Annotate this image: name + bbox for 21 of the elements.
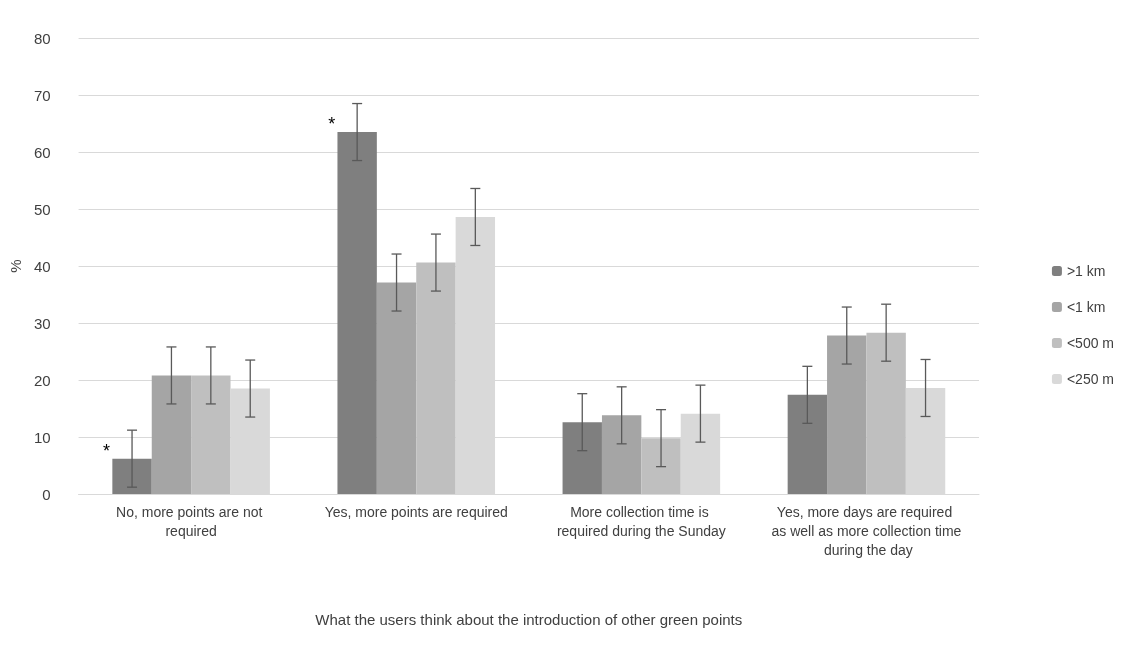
y-tick-label: 20: [33, 371, 51, 389]
legend-label: >1 km: [1066, 263, 1106, 279]
y-tick-label: 40: [33, 257, 51, 275]
legend-label: <250 m: [1066, 371, 1115, 387]
x-tick-label: No, more points are not required: [116, 503, 267, 539]
y-tick-label: 30: [33, 314, 51, 332]
x-tick-label: Yes, more points are required: [324, 503, 508, 520]
y-axis-title: %: [7, 259, 24, 273]
legend-label: <1 km: [1066, 299, 1106, 315]
y-tick-label: 60: [33, 143, 51, 161]
annotation: *: [328, 114, 336, 135]
annotation: *: [103, 440, 111, 461]
y-tick-label: 10: [33, 428, 51, 446]
y-tick-label: 70: [33, 86, 51, 104]
x-axis-title: What the users think about the introduction of other green points: [315, 611, 743, 628]
x-tick-label: Yes, more days are required as well as more collection time during the day: [771, 503, 962, 558]
y-tick-label: 50: [33, 200, 51, 218]
x-tick-label: More collection time is required during the Sunday: [556, 503, 726, 539]
y-tick-label: 80: [33, 29, 51, 47]
legend-label: <500 m: [1066, 335, 1115, 351]
y-tick-label: 0: [42, 485, 51, 503]
